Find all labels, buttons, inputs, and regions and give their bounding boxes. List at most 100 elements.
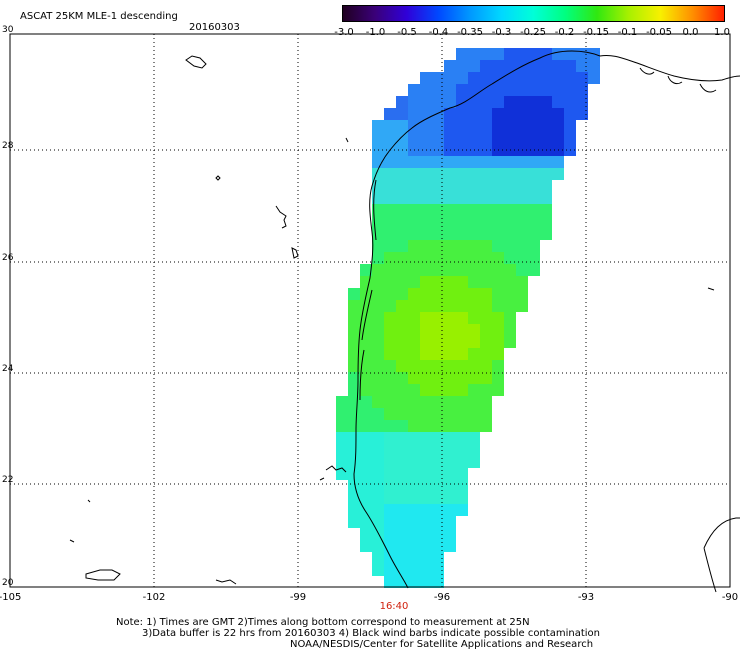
swath-cell xyxy=(372,252,384,264)
swath-cell xyxy=(504,192,516,204)
swath-cell xyxy=(420,348,432,360)
swath-cell xyxy=(408,360,420,372)
swath-cell xyxy=(396,456,408,468)
swath-cell xyxy=(456,348,468,360)
swath-cell xyxy=(456,408,468,420)
swath-cell xyxy=(432,420,444,432)
swath-cell xyxy=(408,84,420,96)
swath-cell xyxy=(396,468,408,480)
swath-cell xyxy=(432,168,444,180)
swath-cell xyxy=(396,372,408,384)
swath-cell xyxy=(384,180,396,192)
swath-cell xyxy=(480,228,492,240)
swath-cell xyxy=(420,504,432,516)
swath-cell xyxy=(348,432,360,444)
swath-cell xyxy=(432,72,444,84)
swath-cell xyxy=(408,300,420,312)
swath-cell xyxy=(420,528,432,540)
swath-cell xyxy=(504,120,516,132)
swath-cell xyxy=(528,108,540,120)
swath-cell xyxy=(468,384,480,396)
swath-cell xyxy=(540,168,552,180)
swath-cell xyxy=(516,168,528,180)
swath-cell xyxy=(456,108,468,120)
swath-cell xyxy=(372,408,384,420)
swath-cell xyxy=(384,444,396,456)
swath-cell xyxy=(432,396,444,408)
swath-cell xyxy=(360,360,372,372)
swath-cell xyxy=(408,168,420,180)
swath-cell xyxy=(504,312,516,324)
swath-cell xyxy=(492,312,504,324)
swath-cell xyxy=(420,336,432,348)
swath-cell xyxy=(360,468,372,480)
swath-cell xyxy=(456,240,468,252)
swath-cell xyxy=(432,336,444,348)
swath-cell xyxy=(528,132,540,144)
swath-cell xyxy=(456,504,468,516)
swath-cell xyxy=(408,336,420,348)
swath-cell xyxy=(480,348,492,360)
swath-cell xyxy=(456,252,468,264)
swath-cell xyxy=(408,492,420,504)
colorbar-tick-label: 0.0 xyxy=(682,27,699,38)
swath-cell xyxy=(516,120,528,132)
swath-cell xyxy=(384,240,396,252)
swath-cell xyxy=(396,240,408,252)
swath-cell xyxy=(432,132,444,144)
swath-cell xyxy=(384,504,396,516)
swath-cell xyxy=(540,60,552,72)
swath-cell xyxy=(552,96,564,108)
swath-cell xyxy=(480,156,492,168)
swath-cell xyxy=(432,576,444,588)
swath-cell xyxy=(468,60,480,72)
swath-cell xyxy=(384,300,396,312)
swath-cell xyxy=(516,72,528,84)
swath-cell xyxy=(540,228,552,240)
swath-cell xyxy=(432,480,444,492)
latitude-label: 24 xyxy=(2,364,14,374)
swath-cell xyxy=(396,516,408,528)
swath-cell xyxy=(384,216,396,228)
swath-cell xyxy=(552,72,564,84)
swath-cell xyxy=(444,156,456,168)
swath-cell xyxy=(540,96,552,108)
swath-cell xyxy=(372,456,384,468)
swath-cell xyxy=(372,228,384,240)
swath-cell xyxy=(396,324,408,336)
swath-cell xyxy=(468,192,480,204)
swath-cell xyxy=(420,468,432,480)
swath-cell xyxy=(468,240,480,252)
swath-cell xyxy=(432,432,444,444)
swath-cell xyxy=(372,540,384,552)
swath-cell xyxy=(420,444,432,456)
swath-cell xyxy=(408,384,420,396)
swath-cell xyxy=(420,252,432,264)
swath-cell xyxy=(396,432,408,444)
swath-cell xyxy=(504,252,516,264)
swath-cell xyxy=(384,192,396,204)
swath-cell xyxy=(456,156,468,168)
swath-cell xyxy=(384,276,396,288)
swath-cell xyxy=(516,48,528,60)
swath-cell xyxy=(348,396,360,408)
swath-cell xyxy=(432,120,444,132)
swath-cell xyxy=(504,288,516,300)
swath-cell xyxy=(432,300,444,312)
swath-cell xyxy=(420,132,432,144)
swath-cell xyxy=(468,408,480,420)
swath-cell xyxy=(360,396,372,408)
swath-cell xyxy=(492,336,504,348)
swath-cell xyxy=(468,444,480,456)
swath-cell xyxy=(420,360,432,372)
swath-cell xyxy=(480,372,492,384)
swath-cell xyxy=(492,276,504,288)
swath-cell xyxy=(372,120,384,132)
swath-cell xyxy=(588,60,600,72)
swath-cell xyxy=(468,432,480,444)
swath-cell xyxy=(384,432,396,444)
swath-cell xyxy=(504,72,516,84)
swath-cell xyxy=(396,228,408,240)
swath-cell xyxy=(420,96,432,108)
swath-cell xyxy=(360,408,372,420)
